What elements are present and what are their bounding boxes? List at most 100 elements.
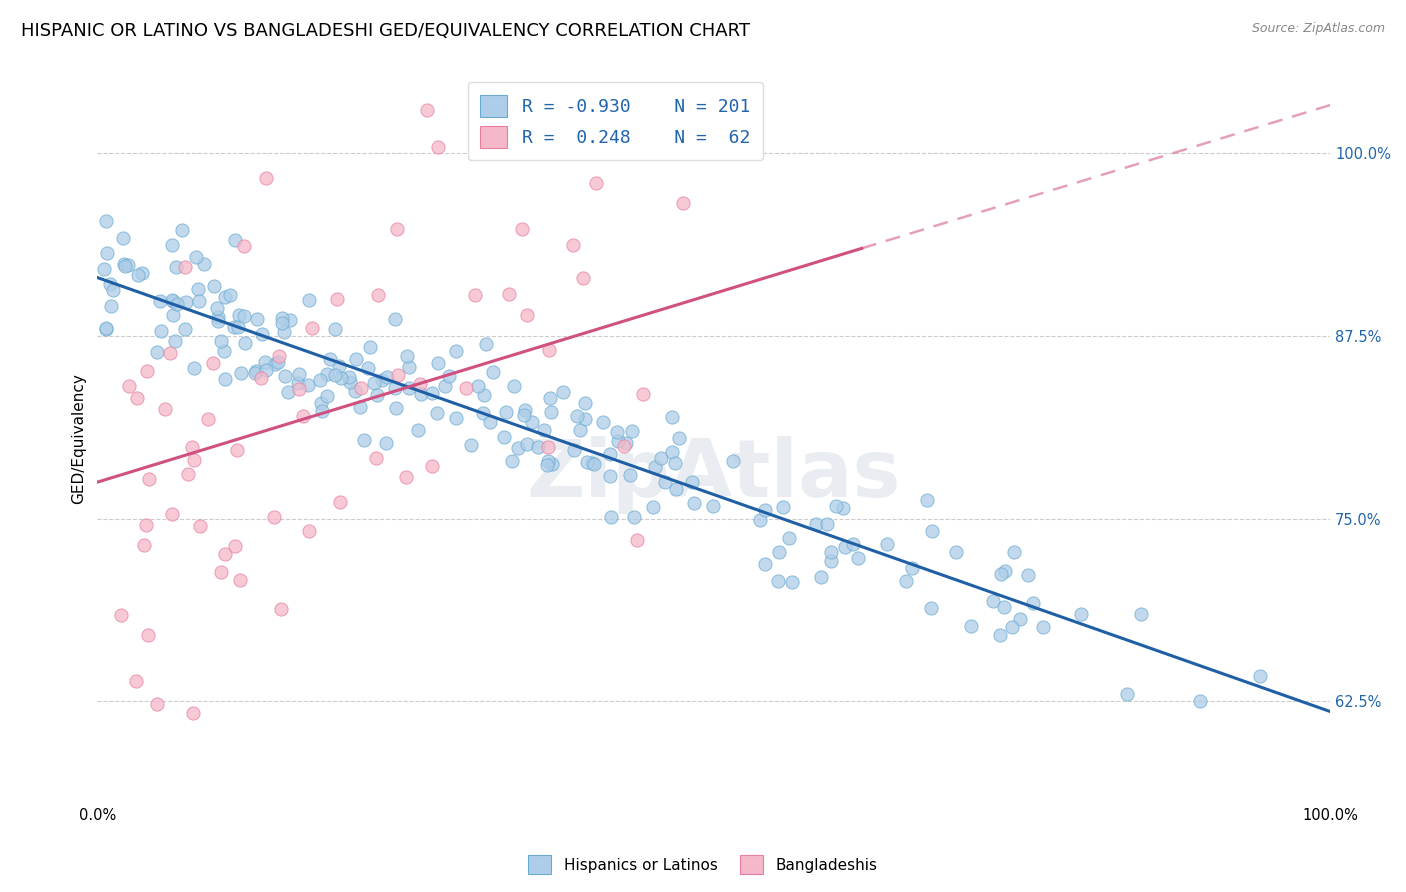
Point (1130, 607, 1153, 622)
Point (93, 261, 115, 276)
Point (162, 293, 184, 308)
Point (668, 431, 690, 445)
Point (398, 381, 420, 395)
Point (672, 195, 695, 210)
Point (650, 450, 672, 465)
Point (804, 517, 827, 532)
Point (434, 378, 457, 392)
Point (1017, 567, 1039, 582)
Point (114, 260, 136, 274)
Point (502, 379, 524, 393)
Point (177, 467, 200, 482)
Point (349, 400, 371, 414)
Point (363, 376, 385, 390)
Point (395, 470, 418, 484)
Point (209, 334, 232, 348)
Point (367, 287, 389, 301)
Point (754, 503, 776, 517)
Point (374, 435, 396, 450)
Point (599, 446, 621, 460)
Point (267, 349, 290, 363)
Point (339, 375, 361, 389)
Point (585, 176, 607, 190)
Point (207, 314, 229, 328)
Point (426, 140, 449, 154)
Point (427, 356, 450, 370)
Point (385, 221, 408, 235)
Legend: R = -0.930    N = 201, R =  0.248    N =  62: R = -0.930 N = 201, R = 0.248 N = 62 (468, 82, 763, 161)
Point (681, 475, 703, 489)
Point (415, 103, 437, 117)
Point (246, 312, 269, 326)
Point (160, 293, 183, 307)
Point (619, 468, 641, 483)
Point (782, 575, 804, 590)
Point (181, 706, 204, 721)
Point (772, 500, 794, 514)
Point (831, 501, 853, 516)
Point (562, 442, 585, 457)
Point (271, 316, 294, 330)
Point (323, 368, 346, 382)
Point (252, 327, 274, 342)
Point (384, 312, 406, 326)
Point (988, 628, 1011, 642)
Point (127, 268, 149, 282)
Point (375, 369, 398, 384)
Point (202, 278, 225, 293)
Point (233, 336, 256, 351)
Point (661, 410, 683, 425)
Point (567, 409, 589, 423)
Point (329, 495, 352, 509)
Point (131, 266, 153, 280)
Point (406, 423, 429, 437)
Point (273, 326, 295, 340)
Point (233, 238, 256, 252)
Point (270, 601, 292, 615)
Point (96, 214, 118, 228)
Point (366, 450, 388, 465)
Point (98, 277, 121, 292)
Point (815, 516, 838, 531)
Point (454, 381, 477, 395)
Point (606, 425, 628, 439)
Point (228, 308, 250, 322)
Point (319, 352, 342, 367)
Point (344, 352, 367, 367)
Point (460, 438, 482, 452)
Point (150, 324, 173, 338)
Point (117, 259, 139, 273)
Point (315, 388, 337, 402)
Point (778, 531, 800, 545)
Point (309, 396, 332, 410)
Point (420, 386, 443, 401)
Point (527, 440, 550, 454)
Point (174, 321, 197, 335)
Point (96, 246, 118, 260)
Point (472, 388, 495, 402)
Point (574, 412, 596, 426)
Point (945, 544, 967, 558)
Point (398, 359, 420, 374)
Point (187, 293, 209, 308)
Text: Source: ZipAtlas.com: Source: ZipAtlas.com (1251, 22, 1385, 36)
Point (846, 551, 869, 566)
Point (162, 237, 184, 252)
Point (537, 454, 560, 468)
Point (263, 509, 285, 524)
Point (599, 509, 621, 524)
Point (420, 458, 443, 473)
Point (254, 170, 277, 185)
Point (366, 388, 388, 402)
Point (1022, 596, 1045, 610)
Point (641, 500, 664, 514)
Point (1002, 545, 1025, 559)
Point (311, 404, 333, 418)
Point (153, 401, 176, 416)
Point (183, 361, 205, 376)
Point (721, 454, 744, 468)
Point (537, 343, 560, 358)
Point (538, 392, 561, 406)
Point (395, 349, 418, 363)
Point (100, 299, 122, 313)
